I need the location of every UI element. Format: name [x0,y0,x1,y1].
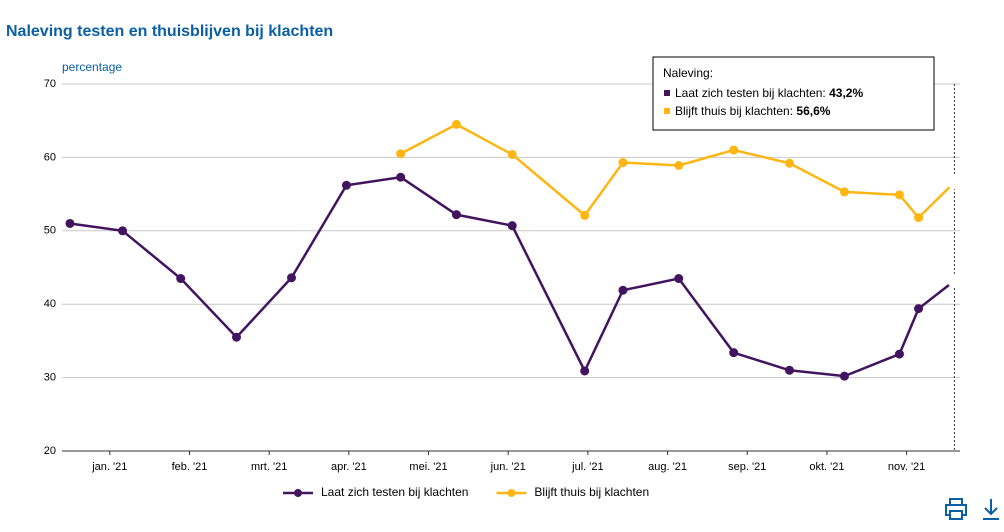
tooltip-item-label: Laat zich testen bij klachten: [675,86,826,100]
data-point [839,371,849,381]
tooltip-swatch [664,108,670,114]
y-tick-label: 30 [44,372,56,384]
data-point [580,210,590,220]
x-tick-label: okt. '21 [809,461,844,473]
tooltip-label: Laat zich testen bij klachten: 43,2% [675,86,863,100]
data-point [65,218,75,228]
data-point [674,160,684,170]
x-tick-label: jul. '21 [571,461,603,473]
x-tick-label: mrt. '21 [251,461,287,473]
x-tick-label: mei. '21 [409,461,447,473]
data-point [451,119,461,129]
data-point [894,349,904,359]
x-tick-label: apr. '21 [331,461,367,473]
x-tick-label: feb. '21 [172,461,208,473]
data-point [914,304,924,314]
y-tick-label: 40 [44,298,56,310]
data-point [784,158,794,168]
series-line [400,122,956,220]
chart-title: Naleving testen en thuisblijven bij klac… [6,23,333,40]
tooltip-item-value: 43,2% [829,86,863,100]
legend-dot [507,489,516,497]
tooltip-label: Blijft thuis bij klachten: 56,6% [675,104,831,118]
data-point [176,274,186,284]
plot-area: 20 30 40 50 60 70 jan. '21 feb. '21 mrt. '21 apr.… [44,78,962,473]
data-point [947,273,962,288]
y-tick-label: 60 [44,151,56,163]
data-point [674,274,684,284]
data-point [507,221,517,231]
print-icon[interactable] [945,498,967,520]
download-icon[interactable] [983,499,999,520]
data-point [286,273,296,283]
x-tick-label: jun. '21 [490,461,526,473]
data-point [341,180,351,190]
tooltip-item-value: 56,6% [796,104,830,118]
x-tick-label: sep. '21 [728,461,766,473]
data-point [232,332,242,342]
data-point [729,348,739,358]
data-point [580,366,590,376]
x-tick-label: aug. '21 [648,461,687,473]
data-point [396,172,406,182]
data-point [118,226,128,236]
tooltip-item-label: Blijft thuis bij klachten: [675,104,793,118]
tooltip-swatch [664,90,670,96]
data-point [396,149,406,159]
data-point [618,285,628,295]
data-point [507,149,517,159]
data-point [894,190,904,200]
data-point [451,210,461,220]
x-tick-label: jan. '21 [91,461,127,473]
x-tick-label: nov. '21 [888,461,925,473]
data-point [729,145,739,155]
data-point [784,365,794,375]
legend-dot [294,489,302,497]
data-point [839,187,849,197]
legend-label: Laat zich testen bij klachten [321,485,468,499]
series-line [69,175,956,378]
y-tick-label: 20 [44,445,56,457]
data-point [914,213,924,223]
legend-label: Blijft thuis bij klachten [534,485,649,499]
data-point [618,158,628,168]
data-point [947,175,962,190]
y-tick-label: 50 [44,225,56,237]
tooltip-title: Naleving: [663,66,713,80]
y-tick-label: 70 [44,78,56,90]
tooltip-box [652,56,935,131]
y-axis-label: percentage [62,60,122,74]
